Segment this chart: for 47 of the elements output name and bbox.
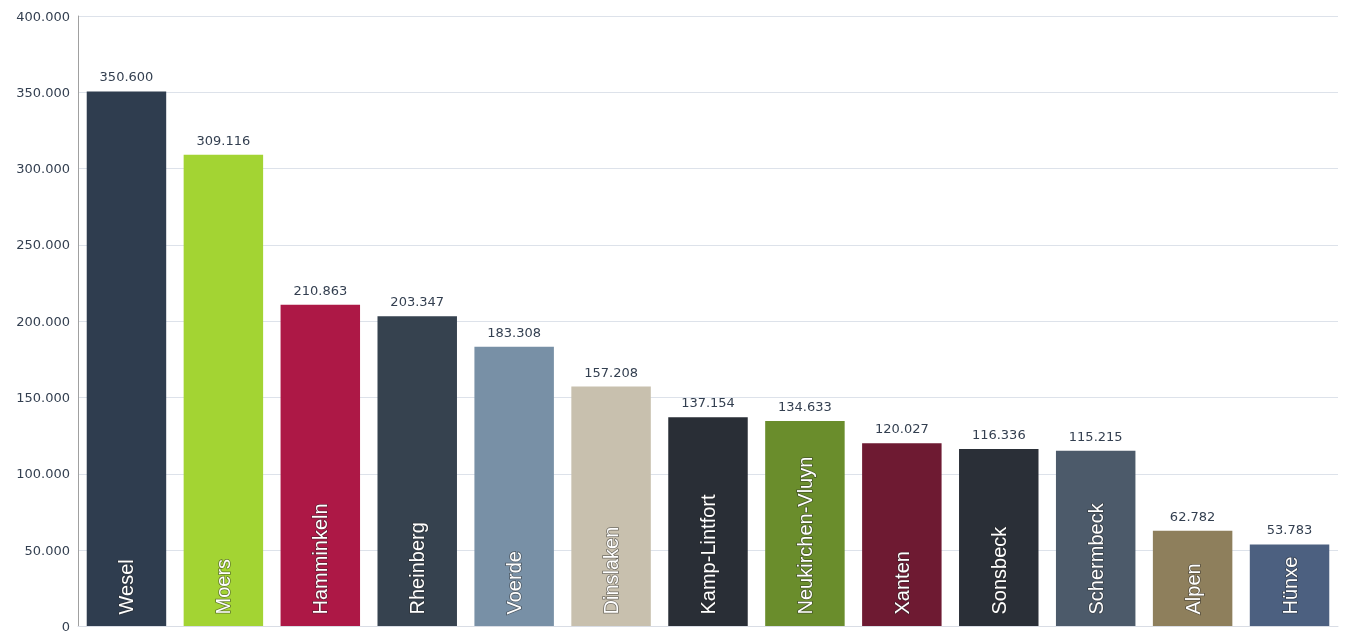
data-label: 134.633 (778, 399, 832, 415)
bar (474, 346, 554, 627)
x-tick-label: Neukirchen-Vluyn (793, 456, 816, 615)
data-label: 157.208 (584, 364, 638, 380)
data-label: 183.308 (487, 324, 542, 340)
x-tick-label: Schermbeck (1084, 502, 1107, 615)
x-tick-label: Moers (212, 558, 235, 615)
data-label: 309.116 (196, 132, 251, 148)
x-tick-label: Dinslaken (600, 526, 623, 615)
data-label: 137.154 (681, 395, 735, 411)
y-tick-label: 100.000 (16, 466, 70, 482)
bar (959, 448, 1039, 627)
data-label: 53.783 (1266, 522, 1313, 538)
data-label: 203.347 (390, 294, 445, 310)
data-label: 116.336 (971, 426, 1026, 442)
data-label: 115.215 (1068, 428, 1123, 444)
bar (571, 386, 651, 627)
y-tick-label: 150.000 (16, 390, 70, 406)
bar (280, 304, 361, 627)
data-label: 62.782 (1169, 508, 1216, 524)
bar (1152, 530, 1233, 627)
y-tick-label: 200.000 (16, 313, 70, 329)
x-tick-label: Voerde (503, 551, 526, 615)
bar (377, 316, 457, 627)
bar (86, 91, 167, 627)
bar (183, 154, 264, 627)
bar (668, 417, 748, 627)
x-tick-label: Wesel (115, 559, 138, 615)
bar (765, 421, 845, 627)
y-tick-label: 350.000 (16, 84, 70, 100)
x-tick-label: Kamp-Lintfort (697, 494, 719, 615)
bar (1055, 450, 1136, 627)
x-tick-label: Hünxe (1278, 556, 1301, 615)
y-tick-label: 300.000 (16, 161, 70, 177)
x-tick-label: Hamminkeln (309, 503, 332, 615)
data-label: 120.027 (874, 421, 929, 437)
bar (862, 443, 942, 627)
data-label: 350.600 (99, 69, 154, 85)
x-tick-label: Xanten (890, 551, 913, 615)
x-tick-label: Sonsbeck (987, 525, 1010, 615)
y-tick-label: 250.000 (16, 237, 70, 253)
data-label: 210.863 (293, 282, 348, 298)
x-tick-label: Rheinberg (406, 522, 429, 615)
x-tick-label: Alpen (1181, 563, 1204, 615)
y-tick-label: 50.000 (24, 542, 70, 558)
y-tick-label: 400.000 (16, 8, 70, 24)
y-tick-label: 0 (61, 619, 70, 633)
